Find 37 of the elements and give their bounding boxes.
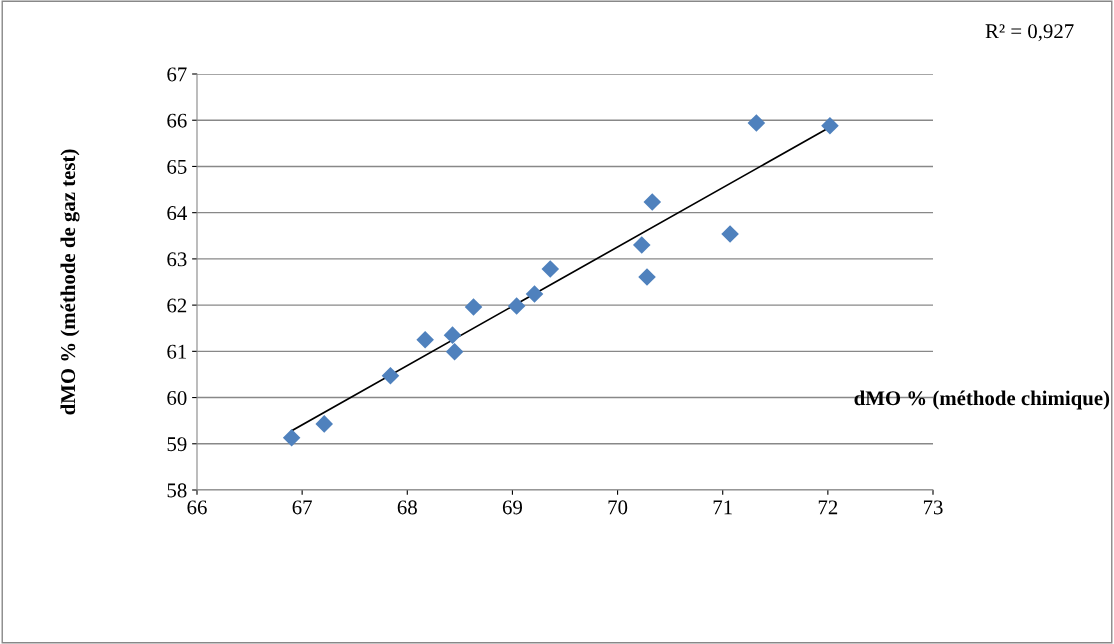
x-tick-label: 68 bbox=[397, 500, 417, 515]
point bbox=[632, 236, 651, 254]
y-axis-title: dMO % (méthode de gaz test) bbox=[60, 149, 80, 415]
y-tick-label: 65 bbox=[167, 159, 187, 174]
point bbox=[381, 367, 400, 385]
y-tick-label: 67 bbox=[167, 67, 187, 82]
x-tick-label: 72 bbox=[818, 500, 838, 515]
y-tick-label: 62 bbox=[167, 298, 187, 313]
x-tick-label: 66 bbox=[187, 500, 207, 515]
y-tick-label: 60 bbox=[167, 390, 187, 405]
point bbox=[443, 326, 462, 344]
point bbox=[638, 268, 656, 286]
y-tick-label: 59 bbox=[167, 437, 187, 452]
y-tick-label: 58 bbox=[167, 483, 187, 498]
point bbox=[315, 415, 334, 433]
point bbox=[282, 428, 301, 447]
point bbox=[747, 114, 766, 132]
point bbox=[821, 116, 839, 135]
y-tick-label: 64 bbox=[167, 206, 187, 221]
x-tick-label: 69 bbox=[502, 500, 522, 515]
y-tick-label: 61 bbox=[167, 344, 187, 359]
point bbox=[643, 193, 662, 211]
x-tick-label: 71 bbox=[713, 500, 732, 515]
point bbox=[416, 330, 434, 349]
point bbox=[445, 343, 464, 361]
point bbox=[507, 297, 526, 315]
point bbox=[525, 285, 544, 303]
point bbox=[541, 260, 560, 278]
text: R² = 0,927 bbox=[985, 24, 1074, 42]
point bbox=[464, 298, 483, 316]
y-tick-label: 66 bbox=[167, 113, 187, 128]
point bbox=[721, 225, 739, 243]
y-tick-label: 63 bbox=[167, 252, 187, 267]
x-axis-title: dMO % (méthode chimique) bbox=[854, 390, 1110, 410]
x-tick-label: 73 bbox=[923, 500, 943, 515]
x-tick-label: 67 bbox=[292, 500, 312, 515]
x-tick-label: 70 bbox=[608, 500, 628, 515]
